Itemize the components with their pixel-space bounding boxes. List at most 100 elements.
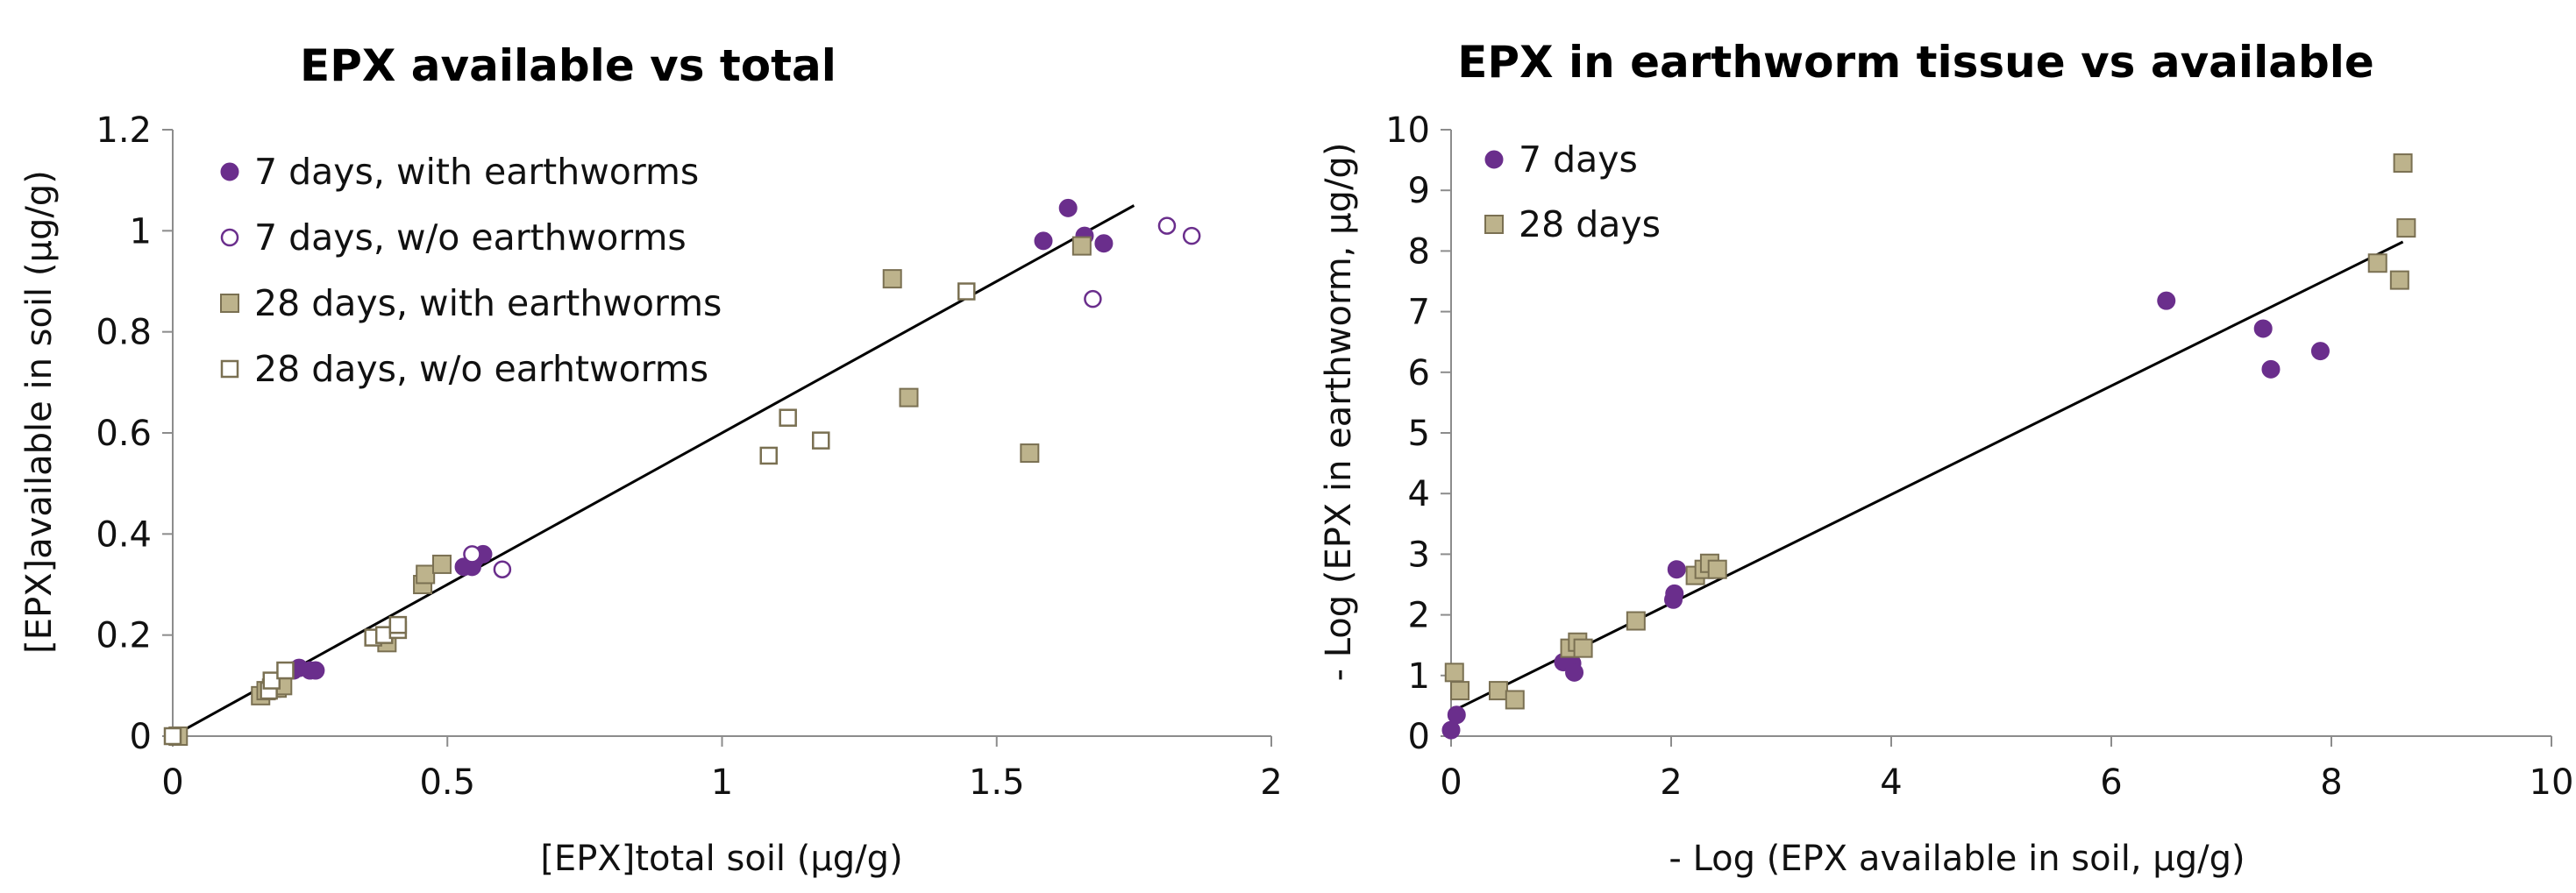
y-tick-label: 1.2	[96, 110, 152, 151]
y-axis-label: - Log (EPX in earthworm, µg/g)	[1319, 143, 1359, 682]
x-tick-label: 6	[2100, 762, 2122, 803]
data-point	[1084, 289, 1102, 308]
plot-area: 0 1 2 3 4 5 6 7 8 9 10 0 2 4 6 8 10 7 days 28 days	[1385, 110, 2573, 803]
data-point	[2389, 270, 2409, 290]
data-point	[1573, 638, 1593, 658]
legend-label: 7 days, with earthworms	[254, 151, 699, 193]
chart-title: EPX in earthworm tissue vs available	[1457, 37, 2374, 88]
legend: 7 days 28 days	[1484, 138, 1661, 245]
data-point	[899, 387, 919, 408]
series-4	[163, 282, 976, 746]
data-point	[1071, 236, 1092, 256]
data-point	[1450, 681, 1470, 701]
y-tick-label: 0	[1408, 717, 1430, 757]
y-tick-label: 0.6	[96, 414, 152, 454]
trend-line	[1450, 240, 2404, 713]
data-point	[1182, 226, 1201, 245]
legend-marker	[220, 228, 239, 247]
data-point	[2157, 291, 2176, 310]
data-point	[1157, 216, 1177, 235]
y-tick-label: 2	[1408, 596, 1430, 636]
data-point	[306, 661, 325, 680]
data-point	[1444, 663, 1464, 683]
data-point	[2253, 319, 2273, 338]
data-point	[388, 615, 408, 634]
series-2	[463, 216, 1201, 578]
data-point	[2393, 153, 2413, 174]
data-point	[1058, 198, 1078, 217]
y-tick-label: 3	[1408, 535, 1430, 575]
legend-label: 7 days	[1519, 138, 1638, 181]
legend-label: 28 days, w/o earhtworms	[254, 348, 708, 390]
chart-left: EPX available vs total [EPX]total soil (…	[19, 40, 1283, 879]
x-tick-label: 0.5	[419, 762, 475, 803]
data-point	[416, 564, 436, 585]
y-tick-label: 9	[1408, 171, 1430, 211]
y-tick-label: 1	[130, 211, 152, 252]
y-tick-label: 8	[1408, 231, 1430, 272]
x-tick-label: 8	[2320, 762, 2342, 803]
data-point	[1626, 611, 1646, 631]
data-point	[1488, 681, 1508, 701]
legend-marker	[1484, 215, 1504, 234]
x-tick-label: 2	[1660, 762, 1682, 803]
y-tick-label: 0	[130, 717, 152, 757]
chart-right: EPX in earthworm tissue vs available - L…	[1319, 37, 2573, 879]
x-axis-label: [EPX]total soil (µg/g)	[540, 839, 902, 879]
x-tick-label: 2	[1260, 762, 1282, 803]
x-tick-label: 4	[1880, 762, 1902, 803]
legend: 7 days, with earthworms 7 days, w/o earth…	[220, 151, 722, 390]
y-tick-label: 1	[1408, 656, 1430, 697]
data-point	[882, 269, 902, 289]
data-point	[1707, 559, 1727, 579]
x-tick-label: 0	[1440, 762, 1462, 803]
legend-marker	[220, 294, 239, 313]
data-point	[1094, 234, 1114, 253]
x-tick-label: 1.5	[969, 762, 1025, 803]
data-point	[1565, 663, 1584, 682]
y-tick-label: 7	[1408, 293, 1430, 333]
y-tick-label: 0.4	[96, 514, 152, 555]
data-point	[1667, 560, 1686, 579]
data-point	[779, 408, 797, 427]
data-point	[2396, 218, 2416, 238]
series-1	[1441, 291, 2330, 740]
legend-label: 28 days, with earthworms	[254, 282, 722, 324]
legend-marker	[220, 359, 239, 379]
data-point	[2310, 342, 2330, 361]
y-tick-label: 0.2	[96, 616, 152, 656]
chart-title: EPX available vs total	[300, 40, 836, 91]
plot-area: 0 0.2 0.4 0.6 0.8 1 1.2 0 0.5 1 1.5 2 7 days, with e…	[96, 110, 1282, 803]
legend-label: 7 days, w/o earthworms	[254, 216, 687, 259]
y-axis-label: [EPX]available in soil (µg/g)	[19, 170, 60, 654]
data-point	[262, 671, 281, 690]
data-point	[463, 545, 481, 563]
data-point	[2367, 253, 2387, 273]
x-tick-label: 0	[161, 762, 183, 803]
y-tick-label: 10	[1385, 110, 1430, 151]
x-tick-label: 1	[711, 762, 733, 803]
data-point	[276, 661, 295, 680]
y-tick-label: 6	[1408, 353, 1430, 393]
x-tick-label: 10	[2530, 762, 2574, 803]
data-point	[812, 431, 830, 450]
data-point	[1447, 705, 1466, 725]
legend-marker	[220, 162, 239, 181]
legend-label: 28 days	[1519, 203, 1661, 245]
data-point	[759, 446, 779, 465]
data-point	[163, 726, 182, 746]
y-tick-label: 0.8	[96, 313, 152, 353]
data-point	[2261, 359, 2281, 379]
data-point	[1665, 584, 1684, 603]
x-axis-label: - Log (EPX available in soil, µg/g)	[1669, 839, 2245, 879]
legend-marker	[1484, 150, 1504, 169]
data-point	[1034, 231, 1053, 251]
data-point	[431, 554, 452, 574]
data-point	[493, 560, 512, 578]
y-tick-label: 5	[1408, 414, 1430, 454]
series-2	[1444, 153, 2416, 710]
data-point	[957, 282, 976, 301]
y-tick-label: 4	[1408, 474, 1430, 514]
